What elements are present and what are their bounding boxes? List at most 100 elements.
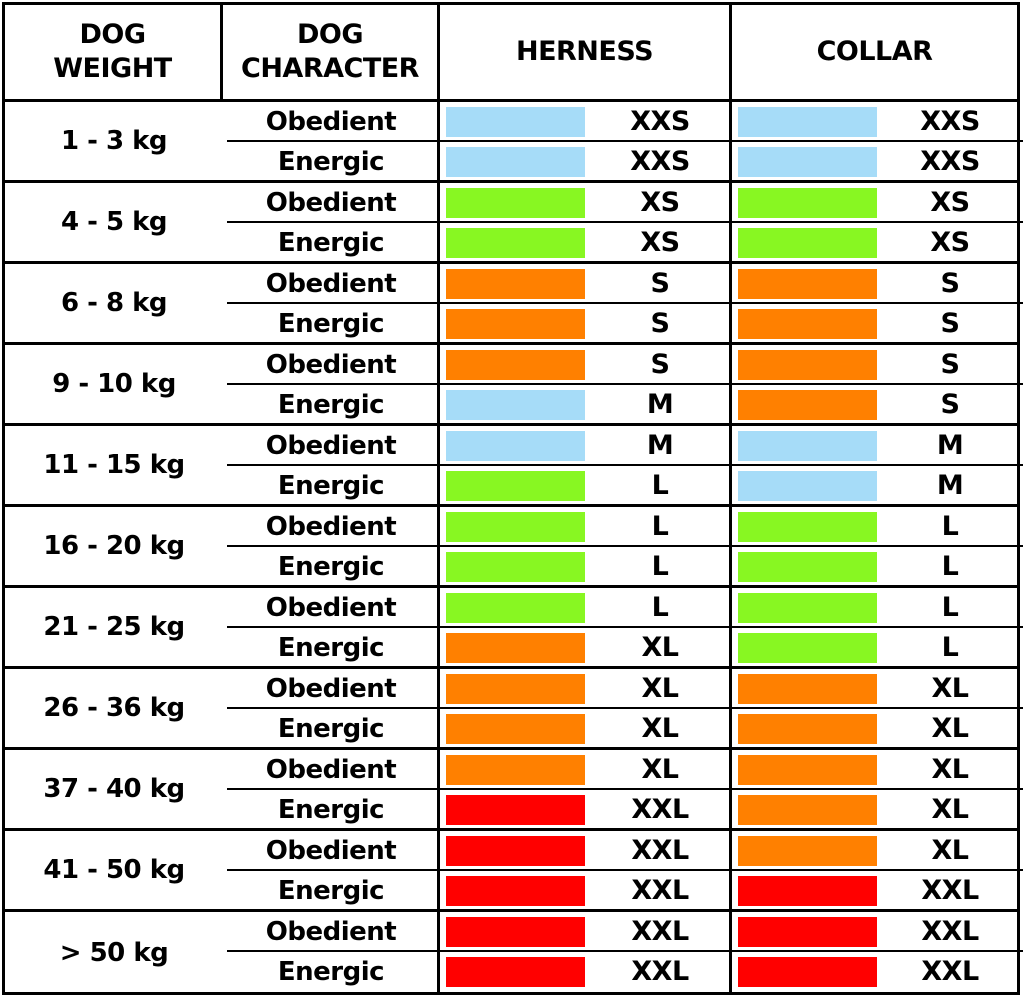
size-color-swatch: [738, 957, 877, 987]
harness-size-cell: S: [440, 345, 730, 384]
collar-size-cell: L: [732, 588, 1018, 627]
row-divider: [227, 788, 439, 790]
harness-size-cell: S: [440, 264, 730, 303]
size-label: S: [650, 268, 670, 299]
dog-character-label: Obedient: [265, 106, 397, 137]
size-color-swatch: [446, 309, 585, 339]
dog-character-label: Obedient: [265, 511, 397, 542]
harness-size-cell: L: [440, 466, 730, 505]
size-label: XL: [641, 632, 679, 663]
size-label: XXS: [630, 146, 690, 177]
size-color-swatch: [738, 714, 877, 744]
row-divider: [227, 140, 439, 142]
size-color-swatch: [738, 431, 877, 461]
size-color-swatch: [738, 147, 877, 177]
collar-size-cell: XL: [732, 790, 1018, 829]
size-color-swatch: [738, 876, 877, 906]
size-label: S: [940, 349, 960, 380]
harness-size-cell: XXS: [440, 142, 730, 181]
collar-size-cell: XXS: [732, 142, 1018, 181]
weight-group: 6 - 8 kg Obedient S S Energic S S: [5, 264, 1023, 345]
size-label: M: [936, 430, 964, 461]
size-label: L: [941, 511, 959, 542]
harness-size-cell: XXL: [440, 952, 730, 991]
dog-character-label: Energic: [277, 713, 385, 744]
size-label: S: [940, 389, 960, 420]
size-label: XXS: [920, 106, 980, 137]
row-divider: [227, 221, 439, 223]
size-color-swatch: [446, 876, 585, 906]
harness-size-cell: XL: [440, 669, 730, 708]
size-color-swatch: [446, 633, 585, 663]
row-divider: [227, 464, 439, 466]
header-divider: [220, 5, 223, 99]
harness-size-cell: L: [440, 547, 730, 586]
dog-character-label: Obedient: [265, 592, 397, 623]
column-divider-collar: [729, 102, 732, 992]
collar-size-cell: S: [732, 264, 1018, 303]
harness-size-cell: S: [440, 304, 730, 343]
dog-character-label: Energic: [277, 470, 385, 501]
harness-size-cell: M: [440, 426, 730, 465]
collar-size-cell: XS: [732, 183, 1018, 222]
size-color-swatch: [446, 795, 585, 825]
collar-size-cell: L: [732, 547, 1018, 586]
size-color-swatch: [738, 228, 877, 258]
size-label: XXS: [630, 106, 690, 137]
size-label: XXL: [631, 835, 689, 866]
harness-size-cell: XXS: [440, 102, 730, 141]
row-divider: [227, 626, 439, 628]
row-divider: [227, 869, 439, 871]
harness-size-cell: XL: [440, 750, 730, 789]
size-color-swatch: [738, 795, 877, 825]
header-row: DOG WEIGHT DOG CHARACTER HERNESS COLLAR: [5, 5, 1017, 102]
size-color-swatch: [738, 350, 877, 380]
dog-character-label: Energic: [277, 551, 385, 582]
size-label: XXL: [631, 794, 689, 825]
size-label: L: [651, 470, 669, 501]
dog-character-label: Energic: [277, 227, 385, 258]
harness-size-cell: XS: [440, 223, 730, 262]
size-label: XXL: [631, 916, 689, 947]
size-label: XXL: [921, 956, 979, 987]
size-color-swatch: [738, 755, 877, 785]
dog-character-label: Obedient: [265, 754, 397, 785]
dog-character-label: Energic: [277, 308, 385, 339]
dog-weight-label: 6 - 8 kg: [60, 288, 168, 318]
size-label: L: [941, 592, 959, 623]
size-label: XXL: [631, 875, 689, 906]
header-dog-character: DOG CHARACTER: [241, 19, 419, 84]
size-color-swatch: [738, 269, 877, 299]
size-label: XL: [641, 713, 679, 744]
weight-group: 4 - 5 kg Obedient XS XS Energic XS XS: [5, 183, 1023, 264]
harness-size-cell: XXL: [440, 790, 730, 829]
size-label: M: [646, 430, 674, 461]
collar-size-cell: XL: [732, 709, 1018, 748]
size-color-swatch: [446, 512, 585, 542]
dog-character-label: Obedient: [265, 835, 397, 866]
weight-group: 1 - 3 kg Obedient XXS XXS Energic XXS XXS: [5, 102, 1023, 183]
row-divider: [227, 545, 439, 547]
size-color-swatch: [446, 269, 585, 299]
size-label: XXS: [920, 146, 980, 177]
dog-weight-label: 26 - 36 kg: [43, 693, 185, 723]
size-label: XL: [641, 673, 679, 704]
harness-size-cell: M: [440, 385, 730, 424]
size-label: XS: [640, 187, 680, 218]
collar-size-cell: S: [732, 385, 1018, 424]
weight-group: 16 - 20 kg Obedient L L Energic L L: [5, 507, 1023, 588]
size-label: L: [941, 551, 959, 582]
dog-weight-label: 37 - 40 kg: [43, 774, 185, 804]
size-color-swatch: [446, 714, 585, 744]
weight-group: > 50 kg Obedient XXL XXL Energic XXL XXL: [5, 912, 1023, 993]
dog-character-label: Obedient: [265, 268, 397, 299]
size-label: S: [940, 268, 960, 299]
weight-group: 37 - 40 kg Obedient XL XL Energic XXL XL: [5, 750, 1023, 831]
size-label: L: [651, 551, 669, 582]
collar-size-cell: XXL: [732, 912, 1018, 951]
size-color-swatch: [446, 674, 585, 704]
size-color-swatch: [446, 228, 585, 258]
collar-size-cell: XL: [732, 831, 1018, 870]
row-divider: [227, 383, 439, 385]
